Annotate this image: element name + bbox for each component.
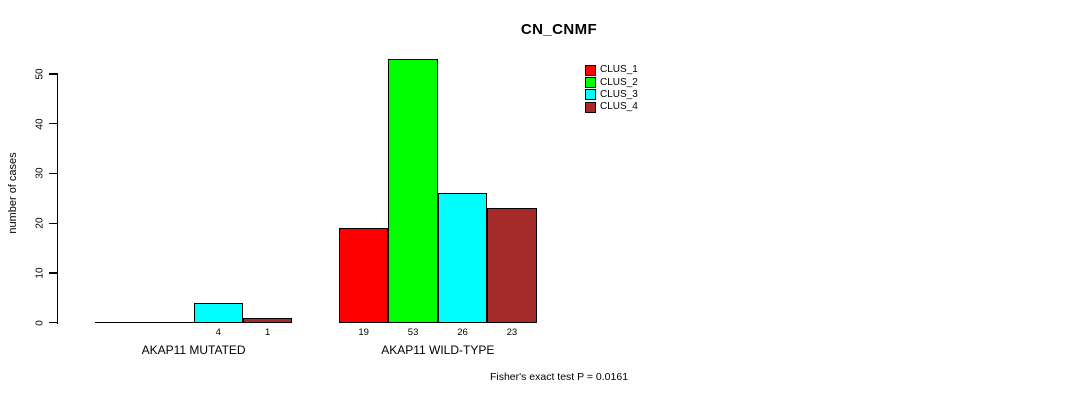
bar-clus_1 bbox=[339, 228, 389, 323]
y-tick-label: 10 bbox=[34, 267, 46, 279]
y-tick-label: 50 bbox=[34, 68, 46, 80]
legend-item: CLUS_4 bbox=[585, 101, 638, 113]
group-baseline bbox=[339, 321, 537, 324]
chart-title: CN_CNMF bbox=[520, 21, 598, 38]
legend-label: CLUS_3 bbox=[600, 88, 638, 100]
legend-label: CLUS_2 bbox=[600, 76, 638, 88]
bar-clus_3 bbox=[193, 302, 243, 323]
group-baseline bbox=[94, 321, 293, 324]
y-tick-mark bbox=[48, 172, 58, 175]
bar-value-label: 4 bbox=[215, 326, 221, 338]
bar-clus_2 bbox=[388, 59, 438, 323]
legend-swatch-clus_1 bbox=[585, 64, 596, 76]
bar-value-label: 23 bbox=[506, 326, 518, 338]
legend-swatch-clus_3 bbox=[585, 89, 596, 101]
y-tick-label: 20 bbox=[34, 217, 46, 229]
bar-value-label: 1 bbox=[265, 326, 271, 338]
y-tick-mark bbox=[48, 73, 58, 75]
legend-item: CLUS_2 bbox=[585, 76, 638, 89]
y-tick-label: 0 bbox=[34, 319, 46, 326]
bar-clus_4 bbox=[487, 208, 537, 323]
bar-value-label: 26 bbox=[457, 326, 468, 338]
legend: CLUS_1 CLUS_2 CLUS_3 CLUS_4 bbox=[585, 64, 638, 114]
y-tick-mark bbox=[48, 222, 58, 224]
legend-label: CLUS_4 bbox=[600, 101, 638, 113]
y-tick-mark bbox=[48, 272, 58, 274]
legend-swatch-clus_2 bbox=[585, 77, 596, 89]
y-tick-mark bbox=[48, 123, 58, 125]
footer-annotation: Fisher's exact test P = 0.0161 bbox=[489, 371, 629, 383]
group-label: AKAP11 WILD-TYPE bbox=[381, 342, 495, 357]
bar-value-label: 53 bbox=[407, 326, 419, 338]
y-tick-mark bbox=[48, 322, 58, 324]
y-axis-label: number of cases bbox=[7, 152, 19, 234]
legend-swatch-clus_4 bbox=[585, 101, 596, 113]
bar-clus_3 bbox=[437, 193, 488, 323]
bar-value-label: 19 bbox=[358, 326, 369, 338]
y-axis-line bbox=[56, 74, 58, 324]
group-label: AKAP11 MUTATED bbox=[141, 342, 246, 357]
y-tick-label: 30 bbox=[34, 167, 46, 180]
y-tick-label: 40 bbox=[34, 118, 46, 130]
legend-item: CLUS_1 bbox=[585, 64, 638, 76]
legend-item: CLUS_3 bbox=[585, 89, 638, 101]
legend-label: CLUS_1 bbox=[600, 64, 638, 76]
